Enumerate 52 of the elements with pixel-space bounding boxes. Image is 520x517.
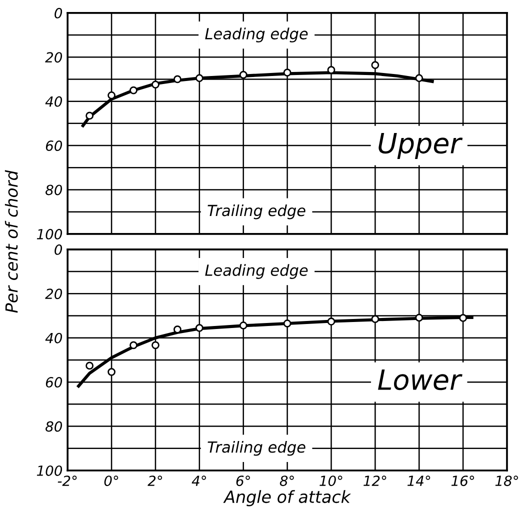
point bbox=[283, 320, 292, 328]
point bbox=[371, 61, 380, 70]
y-tick-label: 20 bbox=[45, 288, 62, 300]
annotation: Trailing edge bbox=[208, 204, 306, 220]
y-tick-label: 0 bbox=[54, 244, 62, 255]
y-tick-label: 80 bbox=[46, 184, 62, 196]
y-tick-label: 40 bbox=[45, 332, 62, 344]
annotation: Leading edge bbox=[205, 28, 308, 42]
point bbox=[108, 368, 116, 376]
y-tick-label: 40 bbox=[45, 96, 62, 107]
point bbox=[195, 74, 204, 82]
y-axis-title: Per cent of chord bbox=[4, 170, 18, 313]
x-axis-title: Angle of attack bbox=[223, 490, 352, 506]
point bbox=[239, 70, 248, 79]
x-tick-label: 16° bbox=[451, 476, 474, 486]
point bbox=[174, 75, 182, 84]
annotation: Upper bbox=[378, 132, 463, 159]
annotation: Lower bbox=[378, 369, 462, 390]
x-tick-label: 2° bbox=[148, 476, 162, 486]
y-tick-label: 80 bbox=[46, 421, 62, 432]
x-tick-label: 6° bbox=[236, 476, 250, 486]
point bbox=[371, 315, 380, 324]
y-tick-label: 0 bbox=[54, 8, 62, 18]
y-tick-label: 100 bbox=[36, 465, 62, 476]
x-tick-label: 0° bbox=[104, 476, 118, 486]
point bbox=[86, 362, 94, 370]
annotation: Trailing edge bbox=[208, 440, 306, 456]
point bbox=[195, 324, 204, 332]
point bbox=[152, 80, 160, 88]
annotation: Leading edge bbox=[205, 264, 308, 279]
y-tick-label: 100 bbox=[36, 228, 62, 240]
x-tick-label: 12° bbox=[364, 476, 386, 486]
y-tick-label: 20 bbox=[45, 52, 62, 63]
point bbox=[152, 341, 160, 350]
x-tick-label: 4° bbox=[192, 476, 206, 486]
point bbox=[130, 341, 138, 350]
point bbox=[130, 86, 138, 94]
point bbox=[415, 314, 424, 322]
point bbox=[415, 74, 424, 82]
x-tick-label: 10° bbox=[320, 476, 342, 486]
x-tick-label: -2° bbox=[58, 476, 77, 486]
y-tick-label: 60 bbox=[46, 377, 62, 388]
y-tick-label: 60 bbox=[46, 140, 62, 152]
point bbox=[459, 314, 468, 322]
point bbox=[327, 318, 336, 326]
point bbox=[283, 68, 292, 77]
point bbox=[239, 322, 248, 330]
x-tick-label: 14° bbox=[407, 476, 430, 486]
x-tick-label: 8° bbox=[280, 476, 294, 486]
x-tick-label: 18° bbox=[495, 476, 518, 486]
point bbox=[86, 112, 94, 120]
point bbox=[108, 91, 116, 100]
